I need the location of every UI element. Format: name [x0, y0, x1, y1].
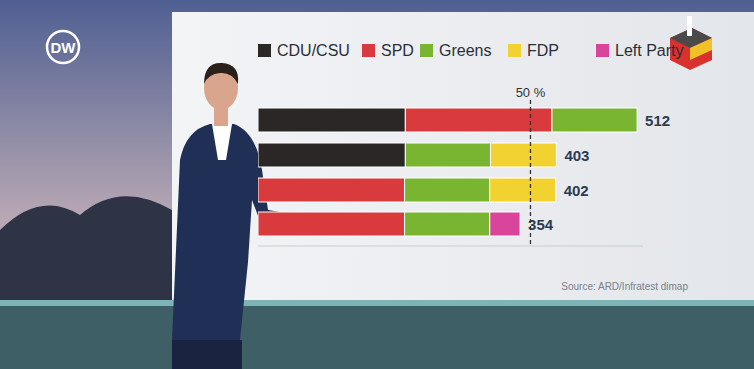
bar-segment — [405, 178, 490, 202]
legend-label: SPD — [381, 42, 414, 59]
floor-edge — [0, 300, 754, 306]
bar-segment — [490, 178, 556, 202]
presenter-hair — [204, 63, 238, 84]
bar-segment — [405, 212, 490, 236]
backdrop — [0, 0, 754, 369]
legend-swatch — [258, 44, 271, 57]
bar-segment — [490, 212, 520, 236]
logo: DW — [51, 39, 77, 56]
axis-line — [258, 246, 643, 247]
legend-label: Greens — [439, 42, 491, 59]
presenter-shirt — [212, 124, 232, 160]
majority-line — [530, 100, 531, 245]
legend-swatch — [508, 44, 521, 57]
legend-swatch — [420, 44, 433, 57]
bar-segment — [552, 108, 637, 132]
panel — [172, 12, 754, 302]
ballot — [687, 16, 692, 36]
scene: DW CDU/CSU SPD Greens FDP Left Party 512 403 402… — [0, 0, 754, 369]
legend-swatch — [596, 44, 609, 57]
legend-swatch — [362, 44, 375, 57]
bars — [258, 108, 637, 236]
ballot-box-side — [690, 38, 712, 60]
legend-label: Left Party — [615, 42, 683, 59]
legend-label: FDP — [527, 42, 559, 59]
legend-label: CDU/CSU — [277, 42, 350, 59]
trees — [0, 196, 172, 300]
total-label: 354 — [528, 216, 554, 233]
bar-segment — [258, 143, 405, 167]
bar-segment — [405, 143, 490, 167]
bar-segment — [258, 178, 405, 202]
floor — [0, 300, 754, 369]
majority-label: 50 % — [516, 85, 546, 100]
source: Source: ARD/Infratest dimap — [561, 281, 688, 292]
total-label: 402 — [564, 182, 589, 199]
bar-segment — [258, 212, 405, 236]
bar-segment — [258, 108, 405, 132]
presenter-legs — [172, 340, 242, 369]
bar-segment — [490, 143, 556, 167]
total-label: 512 — [645, 112, 670, 129]
total-label: 403 — [564, 147, 589, 164]
logo-ring — [47, 31, 79, 63]
